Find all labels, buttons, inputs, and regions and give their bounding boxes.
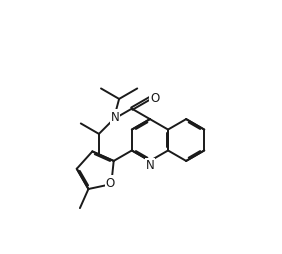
Text: N: N bbox=[111, 111, 120, 123]
Text: N: N bbox=[146, 159, 154, 171]
Text: O: O bbox=[150, 91, 159, 104]
Text: O: O bbox=[106, 176, 115, 189]
